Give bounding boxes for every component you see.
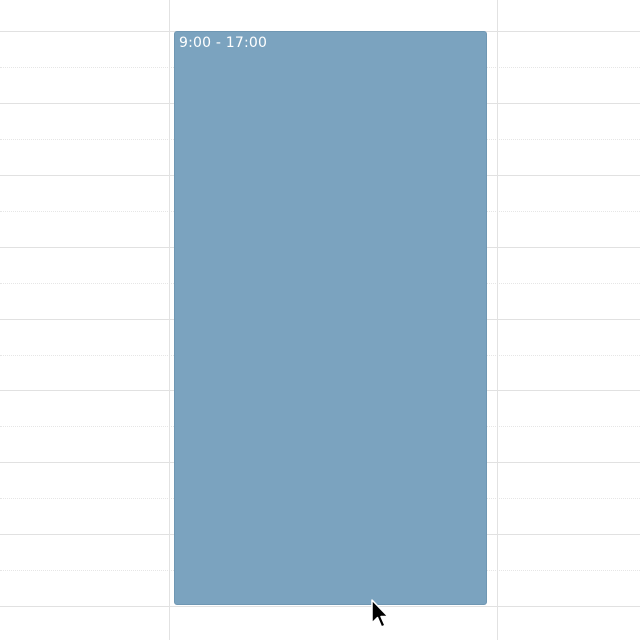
calendar-event-block[interactable]: 9:00 - 17:00 [174, 31, 487, 605]
day-column-divider [497, 0, 498, 640]
event-time-label: 9:00 - 17:00 [179, 35, 268, 51]
hour-gridline [0, 606, 640, 607]
day-column-divider [169, 0, 170, 640]
